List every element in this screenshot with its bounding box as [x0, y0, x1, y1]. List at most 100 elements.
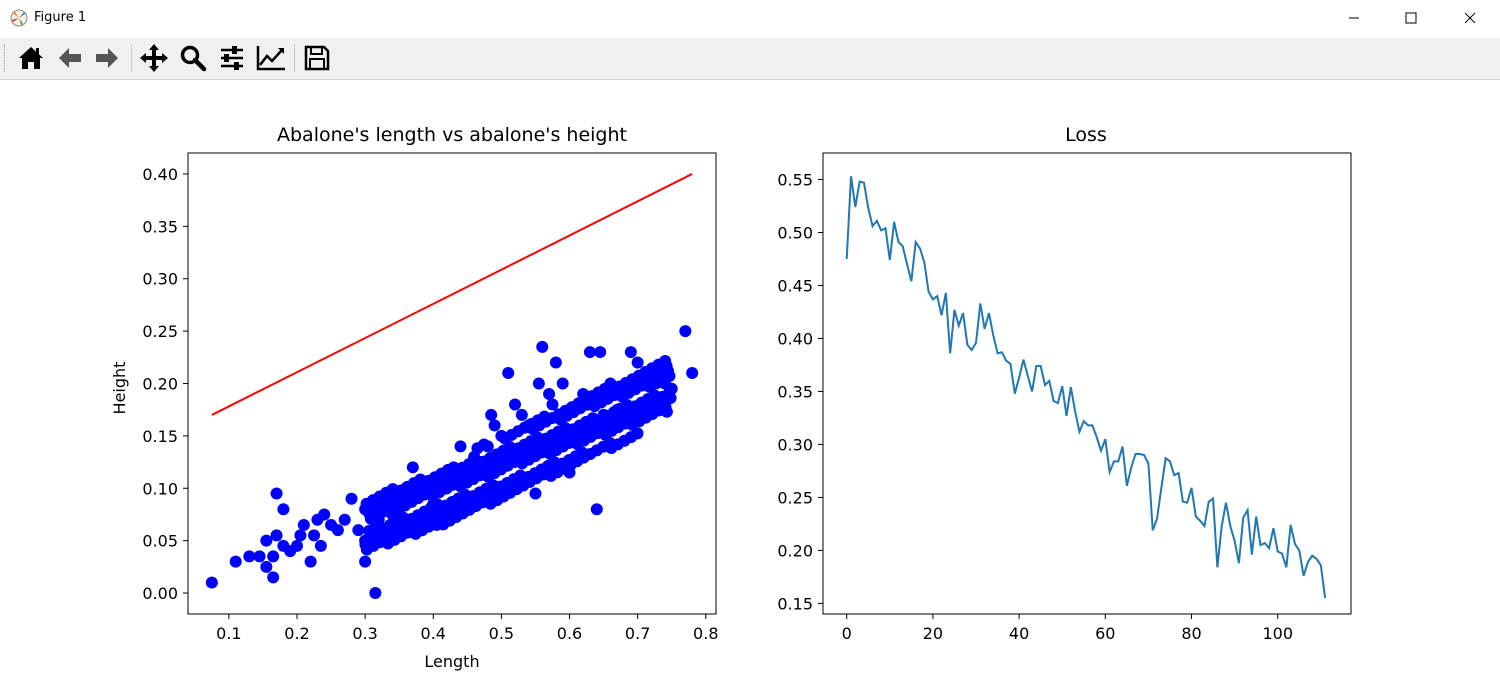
scatter-point: [454, 440, 467, 453]
scatter-y-tick-label: 0.00: [142, 584, 178, 603]
scatter-x-label: Length: [424, 652, 479, 671]
scatter-point: [554, 413, 567, 426]
scatter-point: [229, 555, 242, 568]
pan-icon: [140, 44, 168, 72]
scatter-point: [267, 550, 280, 563]
scatter-point: [205, 576, 218, 589]
scatter-point: [454, 480, 467, 493]
scatter-point: [484, 497, 497, 510]
save-icon: [304, 45, 330, 71]
close-icon: [1464, 12, 1476, 24]
scatter-x-tick-label: 0.3: [352, 624, 377, 643]
figure: Abalone's length vs abalone's height 0.1…: [110, 124, 1352, 671]
scatter-point: [471, 442, 484, 455]
scatter-y-ticks: 0.00 0.05 0.10 0.15 0.20 0.25 0.30 0.35 0.40: [142, 165, 188, 603]
scatter-point: [485, 408, 498, 421]
save-button[interactable]: [300, 41, 334, 75]
scatter-point: [260, 560, 273, 573]
scatter-point: [529, 487, 542, 500]
scatter-point: [631, 356, 644, 369]
home-icon: [19, 47, 43, 69]
zoom-button[interactable]: [176, 41, 210, 75]
scatter-y-tick-label: 0.25: [142, 322, 178, 341]
scatter-axes: Abalone's length vs abalone's height 0.1…: [110, 124, 719, 671]
scatter-point: [426, 489, 439, 502]
scatter-point: [605, 442, 618, 455]
minimize-icon: [1349, 17, 1359, 19]
loss-x-tick-label: 0: [842, 624, 852, 643]
loss-y-tick-label: 0.20: [777, 541, 813, 560]
scatter-point: [345, 492, 358, 505]
scatter-point: [509, 398, 522, 411]
close-button[interactable]: [1441, 0, 1499, 36]
maximize-button[interactable]: [1382, 0, 1440, 36]
scatter-point: [308, 529, 321, 542]
scatter-point: [437, 518, 450, 531]
scatter-y-tick-label: 0.15: [142, 427, 178, 446]
scatter-point: [399, 499, 412, 512]
scatter-point: [599, 428, 612, 441]
loss-y-tick-label: 0.25: [777, 488, 813, 507]
matplotlib-icon: [10, 9, 28, 27]
scatter-point: [594, 346, 607, 359]
loss-x-tick-label: 80: [1181, 624, 1201, 643]
scatter-point: [660, 405, 673, 418]
scatter-point: [406, 461, 419, 474]
scatter-y-tick-label: 0.35: [142, 217, 178, 236]
figure-canvas[interactable]: Abalone's length vs abalone's height 0.1…: [0, 80, 1500, 680]
scatter-point: [352, 524, 365, 537]
scatter-point: [364, 512, 377, 525]
toolbar-separator: [131, 44, 132, 72]
scatter-x-tick-label: 0.5: [489, 624, 514, 643]
loss-y-ticks: 0.15 0.20 0.25 0.30 0.35 0.40 0.45 0.50 0.55: [777, 170, 823, 613]
scatter-point: [331, 524, 344, 537]
loss-x-ticks: 0 20 40 60 80 100: [842, 614, 1293, 643]
forward-arrow-icon: [96, 48, 118, 68]
scatter-point: [267, 571, 280, 584]
scatter-point: [543, 387, 556, 400]
minimize-button[interactable]: [1325, 0, 1383, 36]
loss-line: [845, 176, 1327, 599]
loss-y-tick-label: 0.45: [777, 276, 813, 295]
loss-x-tick-label: 20: [923, 624, 943, 643]
scatter-point: [536, 340, 549, 353]
configure-subplots-button[interactable]: [215, 41, 249, 75]
back-button[interactable]: [53, 41, 87, 75]
scatter-point: [686, 367, 699, 380]
scatter-point: [338, 513, 351, 526]
regression-line-path: [211, 173, 693, 416]
toolbar-grip: [4, 44, 8, 72]
loss-curve: [845, 176, 1327, 599]
subplots-config-icon: [221, 46, 243, 70]
edit-axis-button[interactable]: [254, 41, 288, 75]
scatter-point: [626, 418, 639, 431]
scatter-point: [515, 408, 528, 421]
scatter-x-tick-label: 0.4: [421, 624, 446, 643]
scatter-point: [369, 587, 382, 600]
scatter-point: [643, 380, 656, 393]
scatter-point: [588, 400, 601, 413]
regression-line: [211, 173, 693, 416]
scatter-point: [409, 527, 422, 540]
scatter-point: [679, 325, 692, 338]
scatter-point: [549, 356, 562, 369]
scatter-point: [532, 377, 545, 390]
scatter-point: [297, 518, 310, 531]
forward-button[interactable]: [90, 41, 124, 75]
window-title: Figure 1: [34, 10, 87, 25]
scatter-point: [277, 503, 290, 516]
home-button[interactable]: [14, 41, 48, 75]
scatter-title: Abalone's length vs abalone's height: [277, 124, 627, 146]
scatter-point: [291, 539, 304, 552]
zoom-icon: [180, 45, 207, 72]
back-arrow-icon: [59, 48, 81, 68]
edit-axis-icon: [256, 46, 285, 71]
scatter-x-tick-label: 0.8: [693, 624, 718, 643]
scatter-y-tick-label: 0.20: [142, 375, 178, 394]
scatter-x-ticks: 0.1 0.2 0.3 0.4 0.5 0.6 0.7 0.8: [216, 614, 719, 643]
scatter-point: [270, 487, 283, 500]
pan-button[interactable]: [137, 41, 171, 75]
navigation-toolbar: [0, 38, 1500, 80]
scatter-point: [314, 539, 327, 552]
scatter-point: [294, 529, 307, 542]
